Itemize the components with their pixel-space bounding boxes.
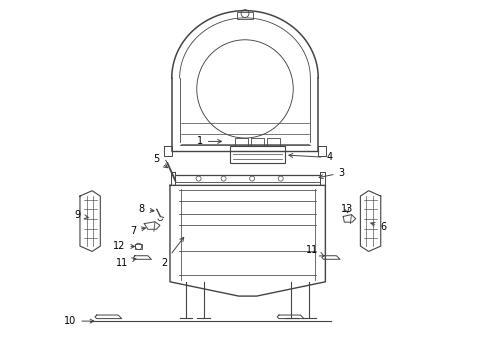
Text: 13: 13 [341, 204, 353, 214]
Text: 8: 8 [139, 204, 154, 214]
Text: 2: 2 [161, 237, 184, 268]
Bar [135, 244, 142, 249]
Bar [251, 138, 264, 146]
Text: 5: 5 [153, 154, 168, 168]
Text: 11: 11 [306, 246, 324, 256]
Text: 7: 7 [130, 226, 146, 236]
Text: 4: 4 [289, 153, 333, 162]
Bar [235, 138, 248, 146]
Text: 6: 6 [371, 222, 386, 232]
Bar [230, 146, 285, 163]
Text: 1: 1 [196, 136, 221, 147]
Text: 10: 10 [64, 316, 94, 326]
Bar [267, 138, 280, 146]
Text: 11: 11 [116, 258, 136, 268]
Text: 9: 9 [74, 210, 88, 220]
Text: 3: 3 [319, 168, 345, 179]
Text: 12: 12 [113, 242, 135, 251]
Bar [237, 12, 253, 19]
